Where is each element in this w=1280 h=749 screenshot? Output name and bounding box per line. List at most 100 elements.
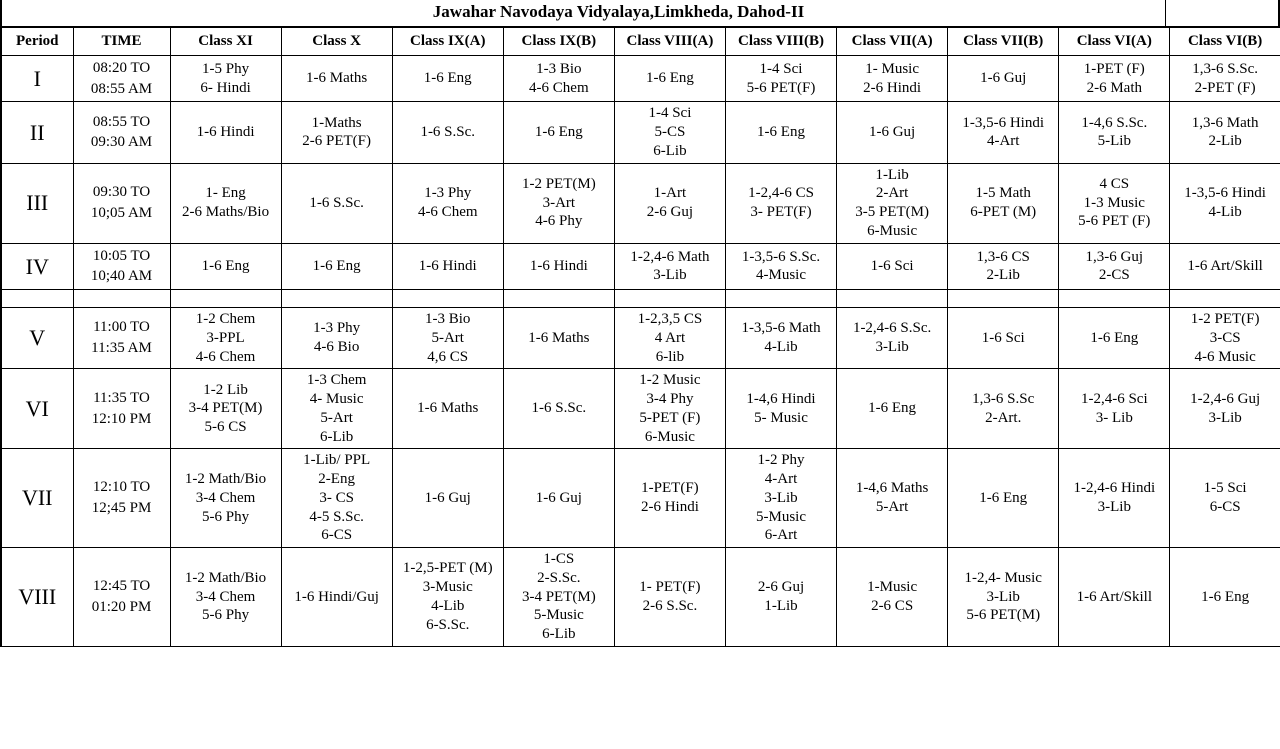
schedule-cell: 2-6 Guj 1-Lib — [725, 548, 836, 647]
time-line: 12:45 TO — [76, 576, 168, 597]
school-title: Jawahar Navodaya Vidyalaya,Limkheda, Dah… — [72, 0, 1165, 27]
schedule-cell: 1-6 Hindi — [170, 102, 281, 163]
schedule-cell: 1-6 Eng — [1059, 308, 1170, 369]
schedule-cell: 1-4,6 Hindi 5- Music — [725, 369, 836, 449]
schedule-cell: 1-2,4- Music 3-Lib 5-6 PET(M) — [948, 548, 1059, 647]
schedule-cell: 1-6 Eng — [281, 243, 392, 290]
schedule-cell: 1-3 Chem 4- Music 5-Art 6-Lib — [281, 369, 392, 449]
time-cell: 09:30 TO10;05 AM — [73, 163, 170, 243]
timetable-body: I08:20 TO08:55 AM1-5 Phy 6- Hindi1-6 Mat… — [1, 55, 1280, 646]
schedule-cell: 1-4,6 S.Sc. 5-Lib — [1059, 102, 1170, 163]
time-line: 10:05 TO — [76, 246, 168, 267]
time-cell: 08:55 TO09:30 AM — [73, 102, 170, 163]
schedule-cell: 1-PET(F) 2-6 Hindi — [614, 449, 725, 548]
schedule-cell: 1-6 Art/Skill — [1170, 243, 1280, 290]
schedule-cell: 1-6 Eng — [725, 102, 836, 163]
period-label: VII — [1, 449, 73, 548]
time-line: 01:20 PM — [76, 597, 168, 618]
period-label: III — [1, 163, 73, 243]
schedule-cell: 1-CS 2-S.Sc. 3-4 PET(M) 5-Music 6-Lib — [503, 548, 614, 647]
time-line: 11:35 AM — [76, 338, 168, 359]
break-cell — [725, 290, 836, 308]
title-spacer-right — [1165, 0, 1280, 27]
schedule-cell: 1-6 Guj — [503, 449, 614, 548]
schedule-cell: 4 CS 1-3 Music 5-6 PET (F) — [1059, 163, 1170, 243]
time-line: 08:55 AM — [76, 79, 168, 100]
period-row: VIII12:45 TO01:20 PM1-2 Math/Bio 3-4 Che… — [1, 548, 1280, 647]
period-label: IV — [1, 243, 73, 290]
schedule-cell: 1-6 S.Sc. — [392, 102, 503, 163]
schedule-cell: 1-5 Math 6-PET (M) — [948, 163, 1059, 243]
time-cell: 10:05 TO10;40 AM — [73, 243, 170, 290]
schedule-cell: 1-6 Art/Skill — [1059, 548, 1170, 647]
schedule-cell: 1-6 Guj — [837, 102, 948, 163]
period-row: II08:55 TO09:30 AM1-6 Hindi1-Maths 2-6 P… — [1, 102, 1280, 163]
schedule-cell: 1-3,5-6 Hindi 4-Lib — [1170, 163, 1280, 243]
schedule-cell: 1-5 Phy 6- Hindi — [170, 55, 281, 102]
schedule-cell: 1-3 Bio 4-6 Chem — [503, 55, 614, 102]
time-cell: 12:10 TO12;45 PM — [73, 449, 170, 548]
period-label: II — [1, 102, 73, 163]
break-row — [1, 290, 1280, 308]
schedule-cell: 1- Music 2-6 Hindi — [837, 55, 948, 102]
col-class-ixa: Class IX(A) — [392, 28, 503, 56]
timetable-sheet: Jawahar Navodaya Vidyalaya,Limkheda, Dah… — [0, 0, 1280, 647]
header-row: Period TIME Class XI Class X Class IX(A)… — [1, 28, 1280, 56]
schedule-cell: 1-6 Hindi — [503, 243, 614, 290]
schedule-cell: 1-Art 2-6 Guj — [614, 163, 725, 243]
col-class-viiia: Class VIII(A) — [614, 28, 725, 56]
schedule-cell: 1-3 Phy 4-6 Chem — [392, 163, 503, 243]
schedule-cell: 1-2,3,5 CS 4 Art 6-lib — [614, 308, 725, 369]
col-time: TIME — [73, 28, 170, 56]
title-row: Jawahar Navodaya Vidyalaya,Limkheda, Dah… — [0, 0, 1280, 27]
schedule-cell: 1-3,5-6 Math 4-Lib — [725, 308, 836, 369]
period-label: V — [1, 308, 73, 369]
col-class-x: Class X — [281, 28, 392, 56]
schedule-cell: 1-2,4-6 Sci 3- Lib — [1059, 369, 1170, 449]
col-class-viia: Class VII(A) — [837, 28, 948, 56]
schedule-cell: 1-2,4-6 CS 3- PET(F) — [725, 163, 836, 243]
schedule-cell: 1- PET(F) 2-6 S.Sc. — [614, 548, 725, 647]
schedule-cell: 1-3 Phy 4-6 Bio — [281, 308, 392, 369]
period-row: V11:00 TO11:35 AM1-2 Chem 3-PPL 4-6 Chem… — [1, 308, 1280, 369]
time-line: 12;45 PM — [76, 498, 168, 519]
schedule-cell: 1,3-6 S.Sc. 2-PET (F) — [1170, 55, 1280, 102]
schedule-cell: 1-2,4-6 S.Sc. 3-Lib — [837, 308, 948, 369]
schedule-cell: 1-6 Guj — [948, 55, 1059, 102]
time-line: 09:30 AM — [76, 132, 168, 153]
time-cell: 11:00 TO11:35 AM — [73, 308, 170, 369]
timetable: Period TIME Class XI Class X Class IX(A)… — [0, 27, 1280, 647]
schedule-cell: 1-2 PET(F) 3-CS 4-6 Music — [1170, 308, 1280, 369]
schedule-cell: 1-3,5-6 S.Sc. 4-Music — [725, 243, 836, 290]
title-spacer-left — [0, 0, 72, 27]
col-class-viib: Class VII(B) — [948, 28, 1059, 56]
period-row: VI11:35 TO12:10 PM1-2 Lib 3-4 PET(M) 5-6… — [1, 369, 1280, 449]
break-cell — [948, 290, 1059, 308]
period-row: III09:30 TO10;05 AM1- Eng 2-6 Maths/Bio1… — [1, 163, 1280, 243]
schedule-cell: 1-2 Chem 3-PPL 4-6 Chem — [170, 308, 281, 369]
time-cell: 08:20 TO08:55 AM — [73, 55, 170, 102]
schedule-cell: 1-Lib 2-Art 3-5 PET(M) 6-Music — [837, 163, 948, 243]
break-cell — [503, 290, 614, 308]
period-label: VIII — [1, 548, 73, 647]
col-class-ixb: Class IX(B) — [503, 28, 614, 56]
schedule-cell: 1-Music 2-6 CS — [837, 548, 948, 647]
break-cell — [1170, 290, 1280, 308]
schedule-cell: 1-6 Maths — [392, 369, 503, 449]
time-line: 09:30 TO — [76, 182, 168, 203]
schedule-cell: 1-2 Music 3-4 Phy 5-PET (F) 6-Music — [614, 369, 725, 449]
time-line: 11:35 TO — [76, 388, 168, 409]
schedule-cell: 1-PET (F) 2-6 Math — [1059, 55, 1170, 102]
time-line: 08:55 TO — [76, 112, 168, 133]
col-class-xi: Class XI — [170, 28, 281, 56]
break-cell — [837, 290, 948, 308]
schedule-cell: 1-2 Phy 4-Art 3-Lib 5-Music 6-Art — [725, 449, 836, 548]
schedule-cell: 1,3-6 Math 2-Lib — [1170, 102, 1280, 163]
schedule-cell: 1-6 Sci — [837, 243, 948, 290]
schedule-cell: 1-2 Lib 3-4 PET(M) 5-6 CS — [170, 369, 281, 449]
time-line: 11:00 TO — [76, 317, 168, 338]
schedule-cell: 1-6 Eng — [948, 449, 1059, 548]
schedule-cell: 1-2,5-PET (M) 3-Music 4-Lib 6-S.Sc. — [392, 548, 503, 647]
schedule-cell: 1,3-6 Guj 2-CS — [1059, 243, 1170, 290]
schedule-cell: 1-6 Eng — [1170, 548, 1280, 647]
